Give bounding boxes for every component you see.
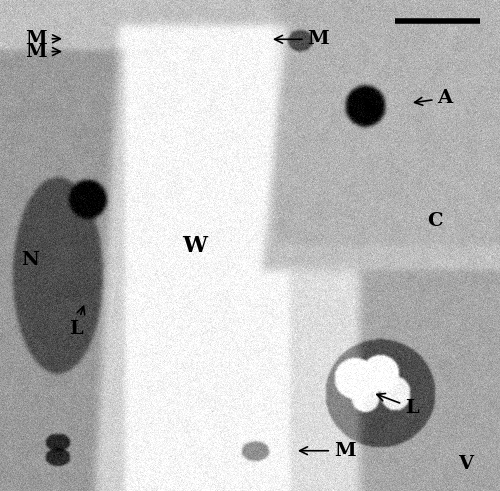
Text: A: A <box>414 89 453 107</box>
Text: W: W <box>182 235 208 256</box>
Text: L: L <box>377 393 418 416</box>
Text: S: S <box>363 99 377 117</box>
Text: L: L <box>69 306 84 338</box>
Text: C: C <box>427 212 443 230</box>
Text: M: M <box>25 30 60 48</box>
Text: M: M <box>300 442 356 460</box>
Text: M: M <box>274 30 329 48</box>
Text: N: N <box>21 251 39 269</box>
Text: M: M <box>25 43 60 60</box>
Text: V: V <box>458 455 473 473</box>
